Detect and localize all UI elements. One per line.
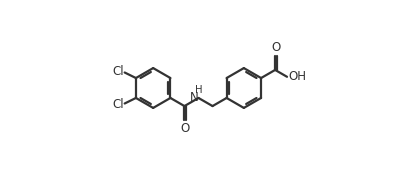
Text: O: O xyxy=(271,42,281,55)
Text: O: O xyxy=(180,122,190,135)
Text: H: H xyxy=(195,85,202,95)
Text: OH: OH xyxy=(288,70,306,83)
Text: Cl: Cl xyxy=(112,65,124,78)
Text: N: N xyxy=(190,91,198,104)
Text: Cl: Cl xyxy=(112,98,124,111)
